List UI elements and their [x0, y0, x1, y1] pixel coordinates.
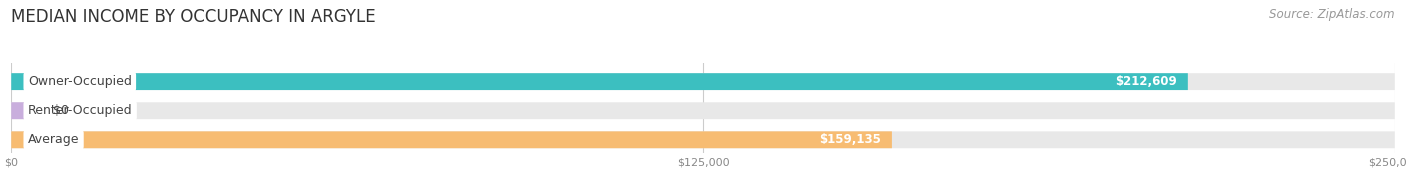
Text: Average: Average: [28, 133, 79, 146]
FancyBboxPatch shape: [11, 102, 31, 119]
FancyBboxPatch shape: [11, 131, 891, 148]
FancyBboxPatch shape: [11, 73, 1395, 90]
Text: Source: ZipAtlas.com: Source: ZipAtlas.com: [1270, 8, 1395, 21]
Text: $0: $0: [53, 104, 69, 117]
FancyBboxPatch shape: [11, 73, 1188, 90]
FancyBboxPatch shape: [11, 131, 1395, 148]
FancyBboxPatch shape: [11, 102, 1395, 119]
Text: $212,609: $212,609: [1115, 75, 1177, 88]
Text: Owner-Occupied: Owner-Occupied: [28, 75, 132, 88]
Text: MEDIAN INCOME BY OCCUPANCY IN ARGYLE: MEDIAN INCOME BY OCCUPANCY IN ARGYLE: [11, 8, 375, 26]
Text: Renter-Occupied: Renter-Occupied: [28, 104, 132, 117]
Text: $159,135: $159,135: [818, 133, 880, 146]
